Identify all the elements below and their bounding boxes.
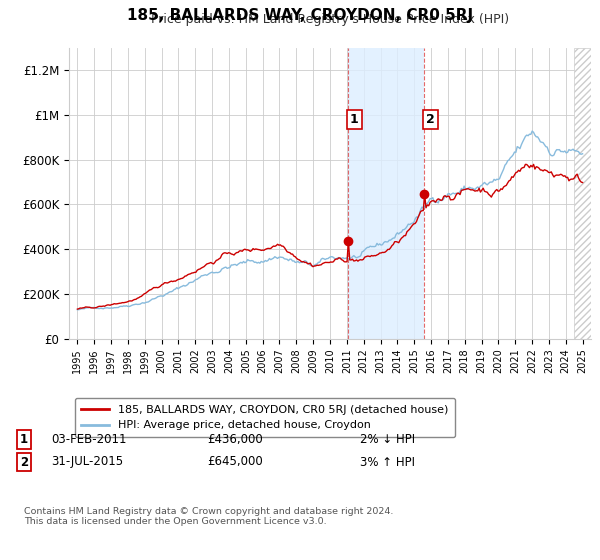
- Title: Price paid vs. HM Land Registry's House Price Index (HPI): Price paid vs. HM Land Registry's House …: [151, 13, 509, 26]
- Text: 31-JUL-2015: 31-JUL-2015: [51, 455, 123, 469]
- Text: 03-FEB-2011: 03-FEB-2011: [51, 433, 127, 446]
- Bar: [348, 48, 424, 339]
- Text: 2: 2: [20, 455, 28, 469]
- Text: Contains HM Land Registry data © Crown copyright and database right 2024.
This d: Contains HM Land Registry data © Crown c…: [24, 507, 394, 526]
- Text: 2% ↓ HPI: 2% ↓ HPI: [360, 433, 415, 446]
- Text: £645,000: £645,000: [207, 455, 263, 469]
- Text: 185, BALLARDS WAY, CROYDON, CR0 5RJ: 185, BALLARDS WAY, CROYDON, CR0 5RJ: [127, 8, 473, 24]
- Text: 2: 2: [425, 113, 434, 126]
- Text: 1: 1: [20, 433, 28, 446]
- Legend: 185, BALLARDS WAY, CROYDON, CR0 5RJ (detached house), HPI: Average price, detach: 185, BALLARDS WAY, CROYDON, CR0 5RJ (det…: [74, 398, 455, 437]
- Text: £436,000: £436,000: [207, 433, 263, 446]
- Bar: [574, 48, 591, 339]
- Text: 3% ↑ HPI: 3% ↑ HPI: [360, 455, 415, 469]
- Text: 1: 1: [350, 113, 359, 126]
